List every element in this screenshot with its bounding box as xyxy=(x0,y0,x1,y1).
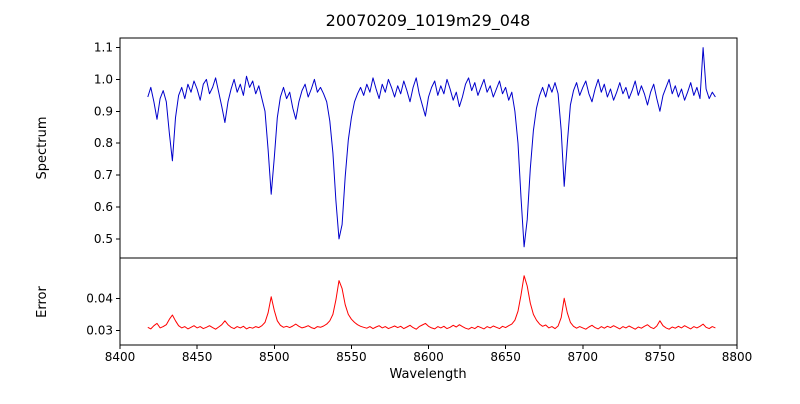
x-axis-label: Wavelength xyxy=(389,367,466,382)
x-tick-label: 8700 xyxy=(567,350,598,364)
spectrum-panel-frame xyxy=(119,37,738,259)
x-tick-label: 8450 xyxy=(182,350,213,364)
x-tick-label: 8500 xyxy=(259,350,290,364)
y-tick-label: 1.1 xyxy=(94,41,113,55)
y-tick-label: 0.9 xyxy=(94,104,113,118)
x-tick-label: 8650 xyxy=(490,350,521,364)
y-tick-label: 0.04 xyxy=(86,291,113,305)
spectrum-line xyxy=(147,47,716,248)
x-tick-label: 8400 xyxy=(105,350,136,364)
error-line xyxy=(147,275,716,330)
y-tick-label: 0.03 xyxy=(86,324,113,338)
x-tick-label: 8600 xyxy=(413,350,444,364)
y-tick-label: 0.7 xyxy=(94,168,113,182)
y-tick-label: 0.5 xyxy=(94,232,113,246)
axes-layer: 8400 8450 8500 8550 8600 8650 8700 8750 8800 0.5 0… xyxy=(86,37,753,364)
y-tick-label: 0.6 xyxy=(94,200,113,214)
y-tick-label: 0.8 xyxy=(94,136,113,150)
y-axis-label-spectrum: Spectrum xyxy=(35,117,50,180)
x-tick-label: 8800 xyxy=(722,350,753,364)
x-tick-label: 8550 xyxy=(336,350,367,364)
y-tick-label: 1.0 xyxy=(94,72,113,86)
error-panel-frame xyxy=(119,257,738,346)
x-tick-label: 8750 xyxy=(645,350,676,364)
y-axis-label-error: Error xyxy=(35,286,50,318)
chart-title: 20070209_1019m29_048 xyxy=(326,11,531,31)
